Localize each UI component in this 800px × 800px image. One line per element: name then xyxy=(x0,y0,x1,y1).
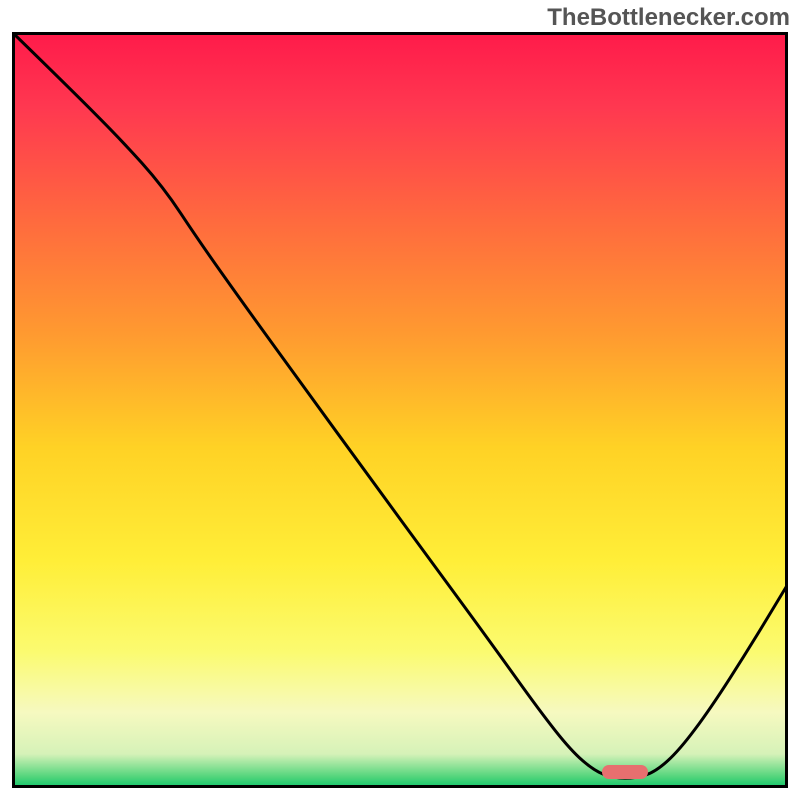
chart-svg xyxy=(12,32,788,788)
highlight-marker xyxy=(602,765,648,779)
watermark-text: TheBottlenecker.com xyxy=(547,4,790,32)
plot-border xyxy=(14,34,787,787)
chart-container: TheBottlenecker.com xyxy=(0,0,800,800)
plot-area xyxy=(12,32,788,788)
curve-path xyxy=(12,32,788,778)
